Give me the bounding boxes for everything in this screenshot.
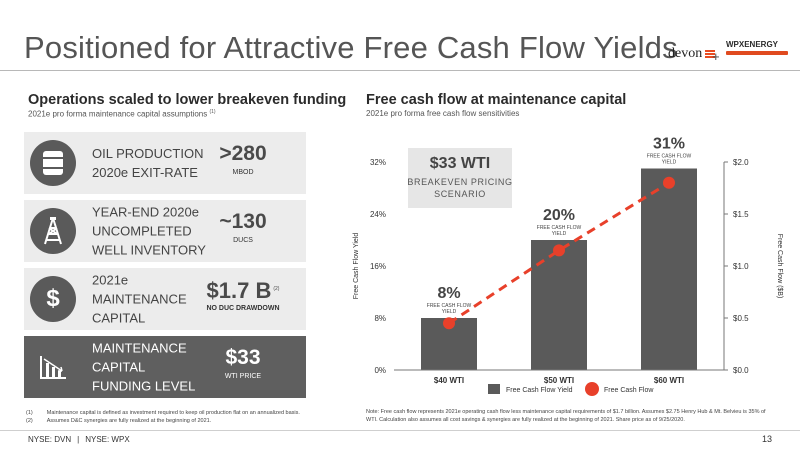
bar-sub-label: FREE CASH FLOW [647,154,692,160]
y-axis-label: Free Cash Flow Yield [353,233,360,300]
left-footnotes: (1) Maintenance capital is defined as inv… [26,409,300,425]
card-unit: WTI PRICE [224,373,262,380]
bar-sub-label: YIELD [442,309,457,315]
bar-value-label: 8% [437,285,460,302]
y-tick-label: 32% [370,158,386,167]
card-funding-level: MAINTENANCE CAPITAL FUNDING LEVEL $33 WT… [24,336,306,398]
fcf-point [443,317,455,330]
card-value: $33 [225,346,261,369]
wpx-logo: WPXENERGY [726,40,788,55]
page-number: 13 [761,434,772,444]
title-divider [0,70,800,71]
callout-title: $33 WTI [430,155,490,172]
legend-line-swatch [585,382,599,396]
left-heading: Operations scaled to lower breakeven fun… [28,92,347,108]
y2-axis-label: Free Cash Flow ($B) [776,234,783,299]
card-label: YEAR-END 2020e UNCOMPLETED WELL INVENTOR… [92,204,206,258]
bar-value-label: 31% [653,136,685,153]
footer-divider [0,430,800,431]
callout-box [408,148,512,208]
bar [531,240,587,370]
legend-bar-label: Free Cash Flow Yield [506,387,573,394]
footnote: (1) Maintenance capital is defined as inv… [26,410,300,416]
x-tick-label: $60 WTI [654,376,684,385]
card-value: ~130 [219,210,267,233]
ticker-dvn: NYSE: DVN [28,435,72,444]
y2-tick-label: $2.0 [733,158,749,167]
card-label: MAINTENANCE CAPITAL FUNDING LEVEL [92,340,196,394]
card-maintenance-capital: $ 2021e MAINTENANCE CAPITAL $1.7 B (2) NO… [24,268,306,330]
y-tick-label: 16% [370,262,386,271]
x-tick-label: $40 WTI [434,376,464,385]
card-value-note: (2) [273,285,280,292]
fcf-point [553,244,565,257]
right-heading: Free cash flow at maintenance capital [366,92,627,108]
bar-sub-label: FREE CASH FLOW [537,225,582,231]
card-label: OIL PRODUCTION 2020e EXIT-RATE [92,146,204,180]
devon-logo: devon [668,44,716,64]
card-label: 2021e MAINTENANCE CAPITAL [92,272,187,326]
fcf-line [448,181,670,325]
y-tick-label: 8% [374,314,386,323]
bar [641,168,697,370]
card-unit: NO DUC DRAWDOWN [206,305,280,312]
devon-logo-text: devon [668,46,703,61]
wpx-logo-bar [726,51,788,55]
devon-flag-icon [705,50,716,58]
bar-sub-label: FREE CASH FLOW [427,303,472,309]
oil-rig-icon [30,208,76,254]
card-unit: DUCS [233,237,253,244]
y-tick-label: 24% [370,210,386,219]
bar-sub-label: YIELD [662,160,677,166]
left-subheading: 2021e pro forma maintenance capital assu… [28,109,216,119]
logo-plus: + [712,48,720,64]
page-title: Positioned for Attractive Free Cash Flow… [24,30,678,65]
footer-tickers: NYSE: DVN | NYSE: WPX [28,435,130,444]
bar-value-label: 20% [543,207,575,224]
card-well-inventory: YEAR-END 2020e UNCOMPLETED WELL INVENTOR… [24,200,306,262]
y2-tick-label: $1.0 [733,262,749,271]
card-oil-production: OIL PRODUCTION 2020e EXIT-RATE >280 MBOD [24,132,306,194]
fcf-point [663,176,675,189]
ticker-separator: | [77,435,80,444]
dollar-icon: $ [30,276,76,322]
ticker-wpx: NYSE: WPX [85,435,130,444]
bar-sub-label: YIELD [552,231,567,237]
card-value: $1.7 B (2) [206,278,280,303]
declining-chart-icon [30,344,76,390]
legend-bar-swatch [488,384,500,394]
right-subheading: 2021e pro forma free cash flow sensitivi… [366,109,520,118]
legend-line-label: Free Cash Flow [604,387,654,394]
y2-tick-label: $0.0 [733,366,749,375]
x-tick-label: $50 WTI [544,376,574,385]
footnote: (2) Assumes D&C synergies are fully reali… [26,418,212,424]
y-tick-label: 0% [374,366,386,375]
oil-barrel-icon [30,140,76,186]
card-unit: MBOD [232,169,254,176]
wpx-logo-text: WPXENERGY [726,40,779,49]
y2-tick-label: $1.5 [733,210,749,219]
callout-text: BREAKEVEN PRICING [407,177,512,187]
callout-text: SCENARIO [434,189,486,199]
card-value: >280 [219,142,267,165]
chart-note: Note: Free cash flow represents 2021e op… [366,409,766,423]
left-subheading-note: (1) [209,109,216,115]
y2-tick-label: $0.5 [733,314,749,323]
